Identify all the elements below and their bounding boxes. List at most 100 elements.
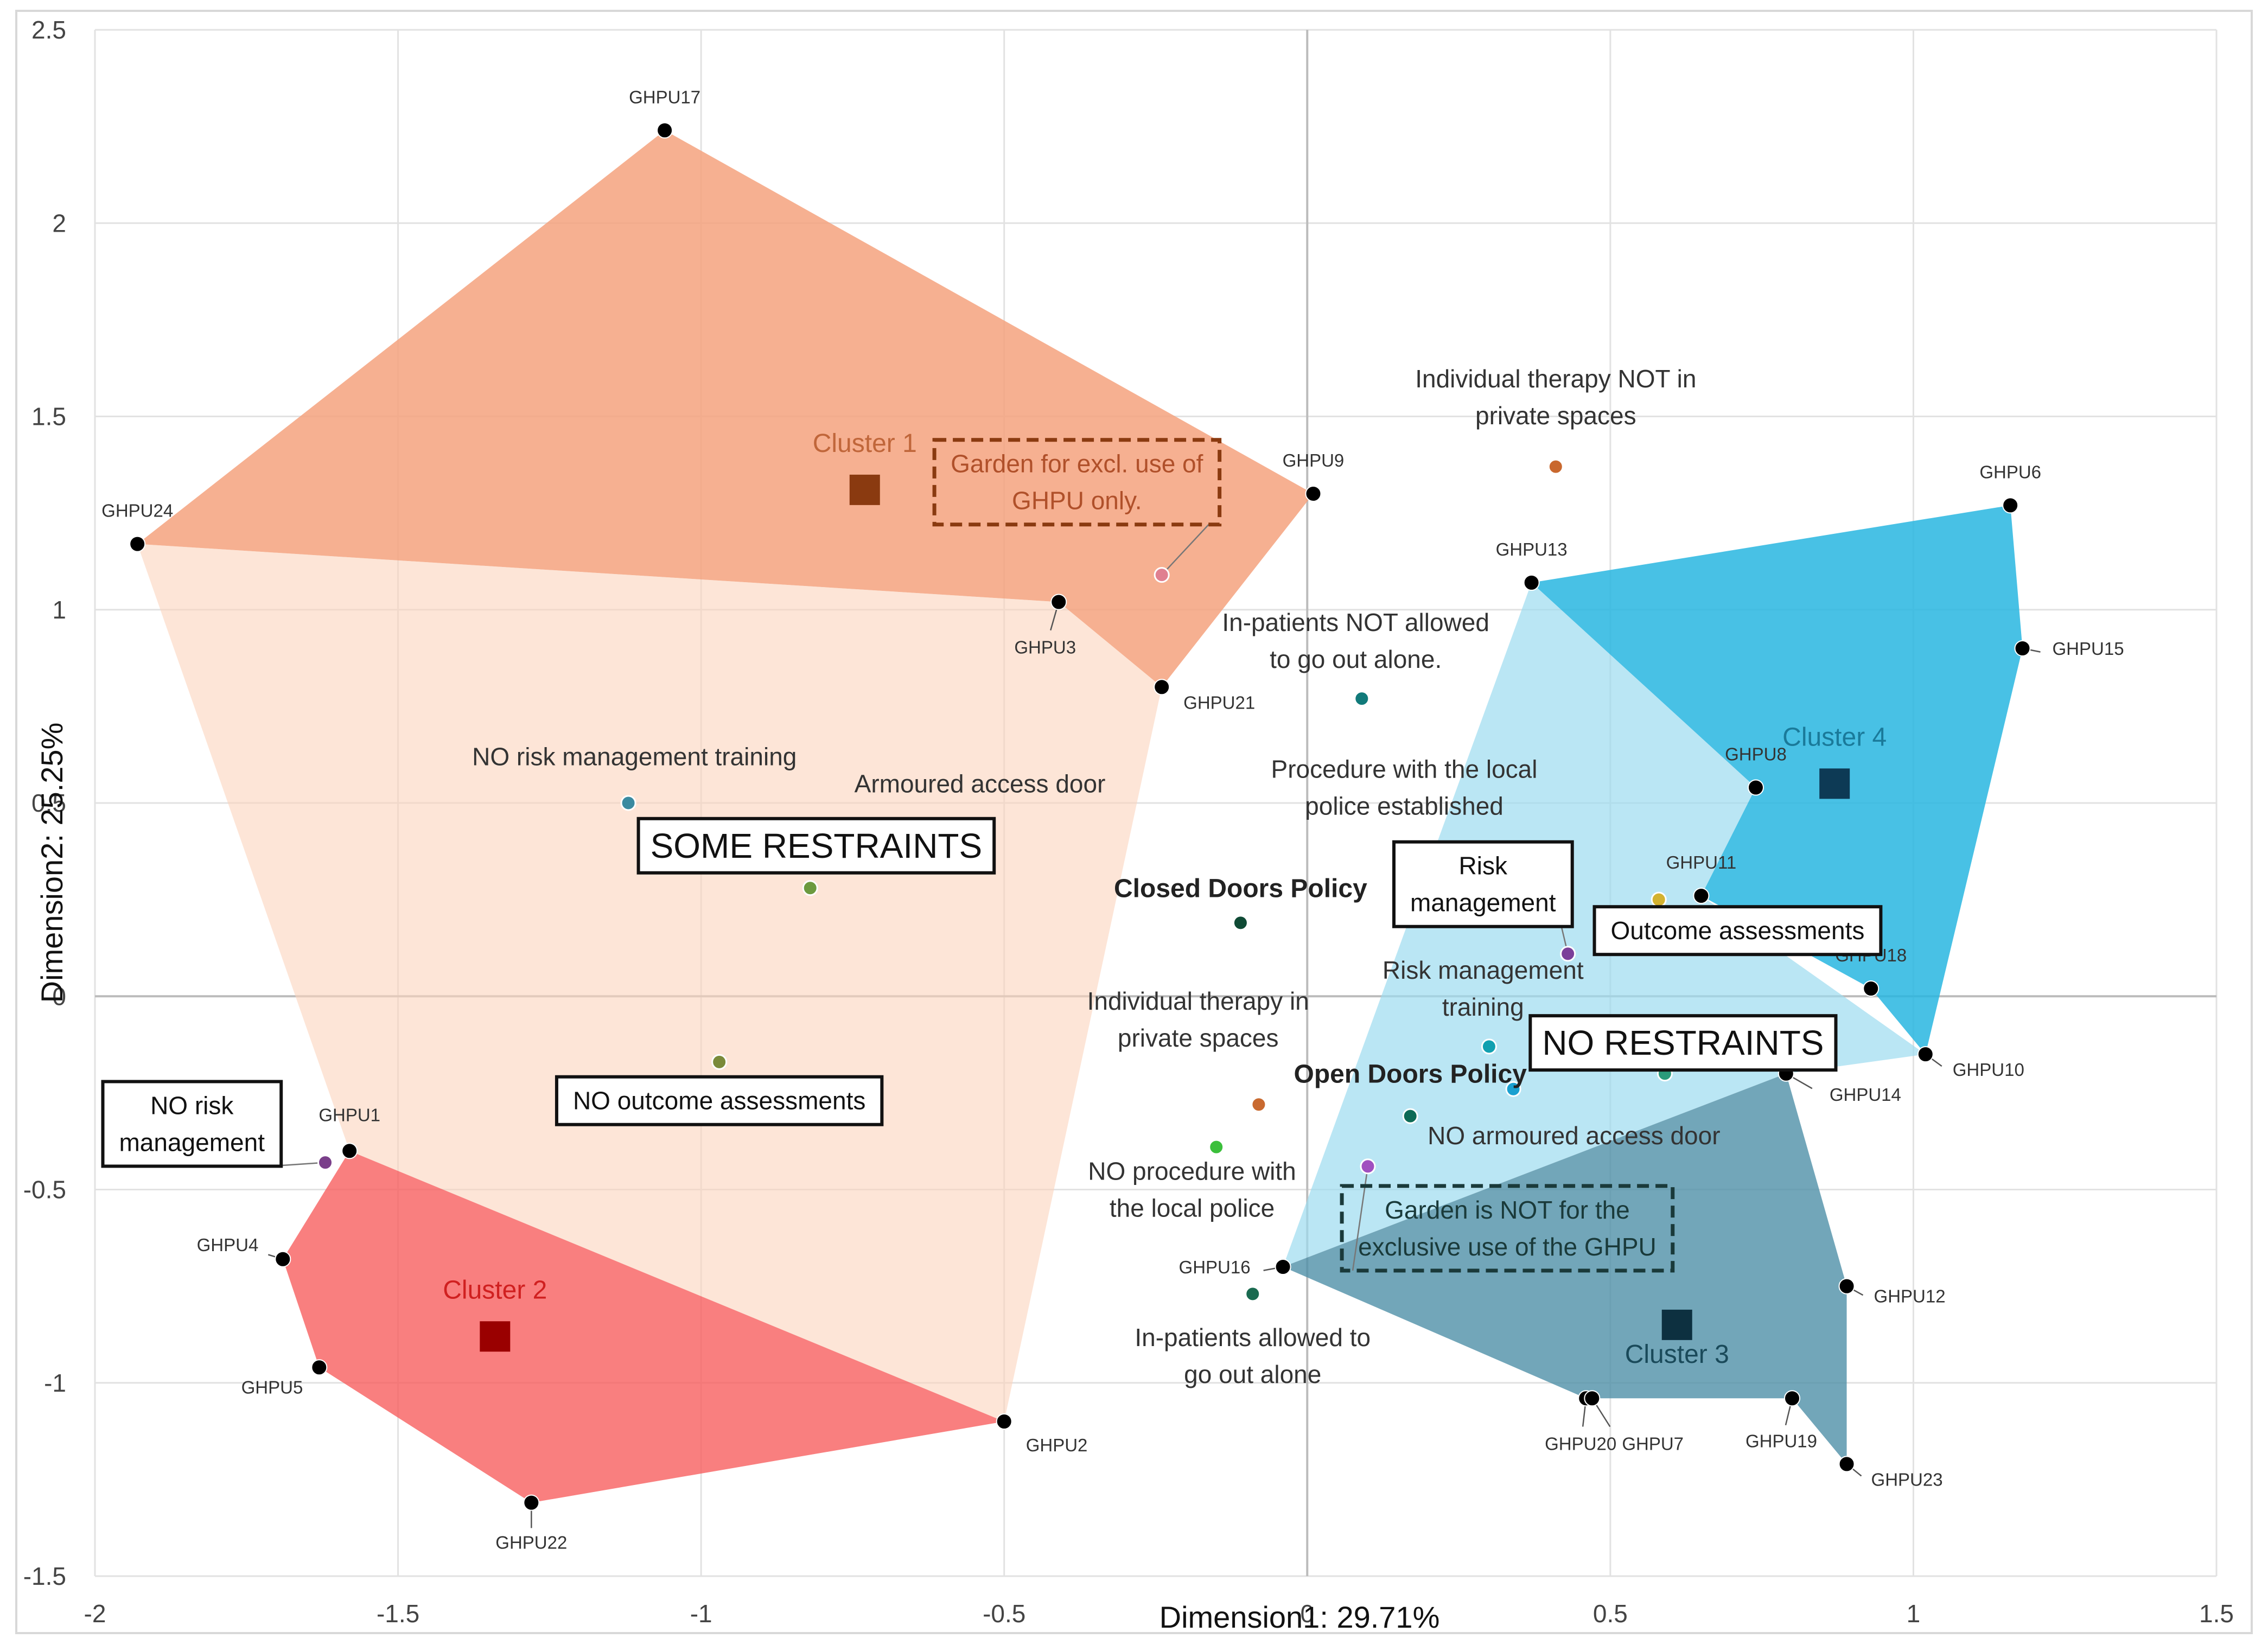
annotation-text: private spaces — [1475, 401, 1636, 430]
unit-point — [1838, 1456, 1855, 1472]
annotation-text: Open Doors Policy — [1294, 1060, 1527, 1089]
annotation-text: Risk — [1459, 852, 1508, 880]
y-tick-label: -1 — [44, 1369, 66, 1397]
cluster-label: Cluster 2 — [443, 1276, 547, 1304]
annotation-text: NO procedure with — [1088, 1157, 1296, 1185]
cluster-centroid-marker — [1819, 768, 1850, 799]
annotation-text: private spaces — [1118, 1024, 1279, 1052]
unit-point — [311, 1359, 328, 1376]
unit-point — [129, 536, 146, 552]
variable-points — [317, 458, 1673, 1302]
unit-label: GHPU21 — [1183, 692, 1255, 712]
annotation-leader-line — [1352, 1166, 1369, 1271]
y-tick-label: -0.5 — [23, 1176, 66, 1204]
annotation-text: Procedure with the local — [1271, 755, 1538, 783]
annotation-box — [1528, 1014, 1838, 1072]
annotation: NO RESTRAINTS — [1528, 1014, 1838, 1072]
variable-point — [1251, 1097, 1267, 1113]
cluster-centroid-marker — [480, 1321, 511, 1352]
cluster-centroid-marker — [849, 474, 880, 505]
x-tick-label: -2 — [84, 1599, 106, 1628]
annotation: Garden is NOT for the exclusive use of th… — [1340, 1184, 1675, 1273]
unit-label: GHPU19 — [1745, 1431, 1817, 1451]
unit-point — [1305, 486, 1322, 502]
annotation: NO armoured access door — [1428, 1121, 1720, 1150]
unit-label: GHPU4 — [197, 1235, 259, 1255]
x-tick-label: -0.5 — [983, 1599, 1025, 1628]
annotation-text: management — [119, 1128, 265, 1156]
annotation: Garden for excl. use of GHPU only. — [932, 438, 1222, 527]
annotation-box — [101, 1080, 283, 1168]
variable-point — [317, 1155, 334, 1171]
annotation-text: Closed Doors Policy — [1114, 875, 1367, 903]
annotation: Risk management — [1392, 840, 1574, 928]
annotation-text: the local police — [1110, 1194, 1275, 1222]
cluster-hull-3 — [283, 1151, 1004, 1503]
variable-point — [620, 795, 636, 811]
annotation: Closed Doors Policy — [1114, 875, 1367, 903]
annotation-text: training — [1442, 993, 1524, 1021]
x-axis-title: Dimension1: 29.71% — [1160, 1600, 1440, 1634]
annotation-box — [1340, 1184, 1675, 1273]
unit-point — [2002, 497, 2019, 514]
variable-point — [1505, 1081, 1521, 1097]
annotation-text: SOME RESTRAINTS — [651, 826, 983, 865]
annotation-text: NO RESTRAINTS — [1542, 1023, 1824, 1062]
annotation-text: GHPU only. — [1012, 487, 1142, 515]
annotation: Outcome assessments — [1592, 905, 1883, 957]
unit-label: GHPU20 — [1545, 1433, 1616, 1454]
unit-label: GHPU9 — [1283, 450, 1345, 470]
unit-point — [523, 1494, 540, 1511]
cluster-centroids: Cluster 1 Cluster 2 Cluster 3 Cluster 4 — [443, 429, 1887, 1369]
x-tick-label: 1.5 — [2199, 1599, 2234, 1628]
unit-point — [1050, 594, 1067, 610]
unit-label: GHPU24 — [101, 501, 173, 521]
y-tick-label: 2.5 — [31, 16, 66, 44]
unit-points: GHPU17 GHPU24 GHPU9 GHPU3 GHPU21 GHPU1 GHPU4 GH… — [101, 87, 2124, 1552]
unit-point — [1747, 779, 1764, 796]
unit-label: GHPU1 — [318, 1105, 380, 1125]
unit-point — [341, 1143, 358, 1159]
unit-point — [1154, 679, 1170, 696]
annotation: Open Doors Policy — [1294, 1060, 1527, 1089]
x-tick-label: 0 — [1300, 1599, 1314, 1628]
unit-point — [1784, 1390, 1800, 1407]
annotation-text: NO risk management training — [472, 743, 797, 771]
unit-label: GHPU11 — [1666, 852, 1737, 872]
unit-label: GHPU16 — [1179, 1257, 1251, 1277]
cluster-label: Cluster 1 — [813, 429, 917, 458]
annotation: Procedure with the local police establish… — [1271, 755, 1538, 820]
variable-point — [1402, 1108, 1418, 1124]
y-tick-label: 0.5 — [31, 789, 66, 817]
annotation-text: Armoured access door — [855, 769, 1106, 798]
unit-label: GHPU10 — [1953, 1060, 2024, 1080]
cluster-hull-5 — [1531, 505, 2023, 1055]
annotation-text: NO outcome assessments — [573, 1087, 865, 1115]
annotation-text: Individual therapy NOT in — [1415, 365, 1696, 393]
annotation-text: Outcome assessments — [1611, 916, 1865, 945]
annotation-box — [636, 817, 996, 875]
annotations: Garden for excl. use of GHPU only. Individ… — [101, 365, 1883, 1388]
annotation: Risk management training — [1383, 956, 1584, 1021]
unit-label: GHPU15 — [2053, 639, 2124, 659]
cluster-centroid-marker — [1661, 1309, 1692, 1340]
annotation: NO outcome assessments — [555, 1075, 884, 1126]
unit-label: GHPU14 — [1830, 1085, 1901, 1105]
annotation-text: Risk management — [1383, 956, 1584, 984]
annotation-text: NO risk — [150, 1091, 234, 1119]
unit-label: GHPU6 — [1979, 462, 2041, 482]
annotation-text: police established — [1305, 792, 1503, 820]
variable-point — [1651, 891, 1667, 908]
variable-point — [1354, 691, 1370, 707]
unit-label: GHPU23 — [1871, 1469, 1943, 1489]
unit-point — [1693, 888, 1710, 904]
annotation-text: go out alone — [1184, 1360, 1321, 1388]
annotation-text: management — [1410, 889, 1556, 917]
annotation-box — [1592, 905, 1883, 957]
variable-point — [1560, 946, 1576, 962]
x-tick-label: -1 — [690, 1599, 712, 1628]
annotation: In-patients allowed to go out alone — [1135, 1323, 1371, 1388]
annotation-text: to go out alone. — [1270, 645, 1442, 673]
annotation-text: NO armoured access door — [1428, 1121, 1720, 1150]
